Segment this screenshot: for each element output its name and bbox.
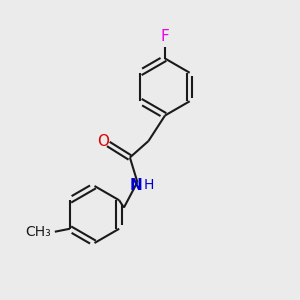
Text: CH₃: CH₃ bbox=[26, 225, 51, 239]
Text: N: N bbox=[130, 178, 142, 193]
Text: H: H bbox=[144, 178, 154, 192]
Text: F: F bbox=[160, 29, 169, 44]
Text: O: O bbox=[97, 134, 109, 149]
